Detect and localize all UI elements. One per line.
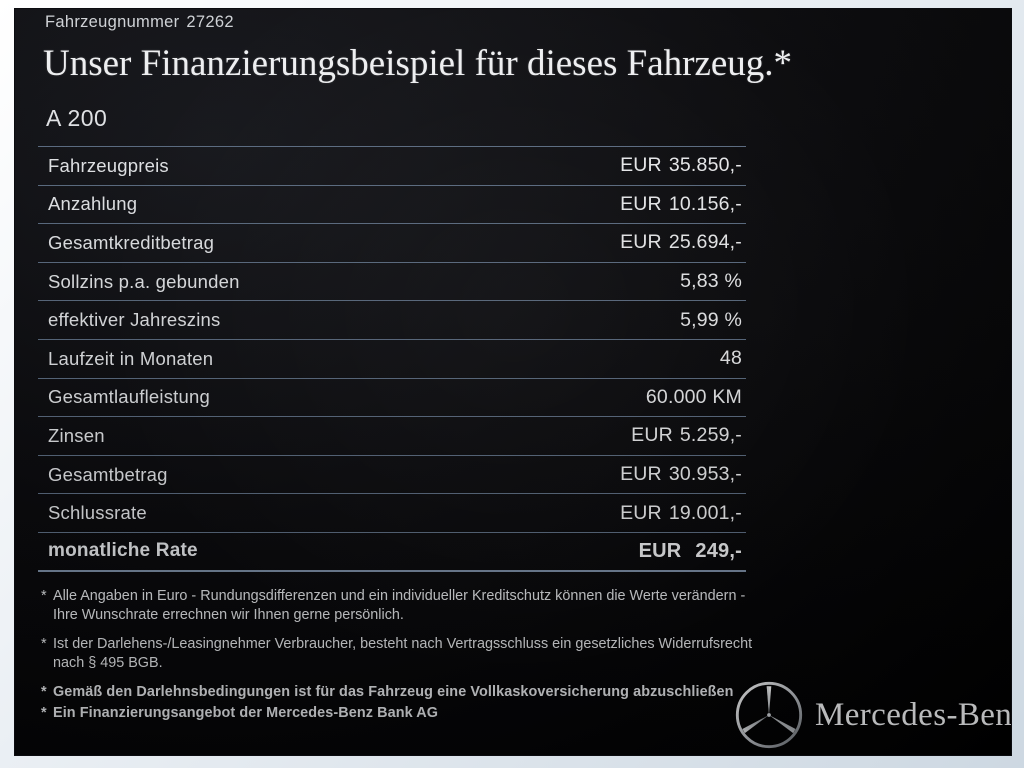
footnote: * Ist der Darlehens-/Leasingnehmer Verbra… [41, 635, 771, 673]
row-label: Zinsen [48, 424, 105, 446]
footnote: * Gemäß den Darlehnsbedingungen ist für d… [41, 683, 771, 702]
mercedes-star-icon [735, 681, 803, 749]
row-value: 60.000 KM [646, 386, 742, 409]
row-amount: 25.694,- [668, 231, 742, 254]
row-amount: 48 [719, 347, 742, 370]
vehicle-number-label: Fahrzeugnummer [45, 13, 180, 31]
footnote-text: Alle Angaben in Euro - Rundungsdifferenz… [53, 588, 746, 624]
row-value: EUR 19.001,- [620, 502, 742, 525]
row-label: Gesamtlaufleistung [48, 386, 210, 408]
row-currency: EUR [620, 231, 662, 254]
row-amount: 249,- [695, 539, 742, 562]
row-label: Anzahlung [48, 193, 138, 215]
finance-offer-slide: Fahrzeugnummer 27262 Unser Finanzierungsb… [14, 8, 1012, 756]
table-row: Gesamtlaufleistung 60.000 KM [38, 377, 746, 417]
row-label: Fahrzeugpreis [48, 154, 169, 176]
footnote-marker: * [41, 705, 47, 722]
financing-table: Fahrzeugpreis EUR 35.850,- Anzahlung EUR 10.1… [38, 146, 746, 572]
row-label: Gesamtbetrag [48, 463, 168, 485]
row-label: Laufzeit in Monaten [48, 347, 214, 369]
table-row: Gesamtbetrag EUR 30.953,- [38, 454, 746, 494]
row-amount: 60.000 KM [645, 385, 742, 408]
vehicle-number: Fahrzeugnummer 27262 [45, 13, 234, 32]
row-currency: EUR [620, 192, 662, 215]
row-value: EUR 25.694,- [620, 231, 742, 254]
footnotes: * Alle Angaben in Euro - Rundungsdifferen… [41, 587, 771, 727]
brand-wordmark: Mercedes-Benz [815, 696, 1012, 733]
row-amount: 10.156,- [668, 192, 742, 215]
row-label: Schlussrate [48, 502, 147, 524]
row-value: EUR 30.953,- [620, 463, 742, 486]
row-currency: EUR [620, 501, 662, 524]
row-value: EUR 35.850,- [620, 154, 742, 177]
row-currency: EUR [620, 463, 662, 486]
row-value: 5,99 % [680, 309, 742, 332]
row-currency: EUR [620, 154, 662, 177]
table-row: Anzahlung EUR 10.156,- [38, 184, 746, 224]
table-row: Sollzins p.a. gebunden 5,83 % [38, 261, 746, 301]
footnote: * Ein Finanzierungsangebot der Mercedes-B… [41, 704, 771, 723]
row-amount: 5.259,- [679, 424, 742, 447]
page-title: Unser Finanzierungsbeispiel für dieses F… [43, 43, 793, 84]
row-label: Gesamtkreditbetrag [48, 231, 215, 253]
row-value: 48 [720, 347, 742, 370]
footnote-text: Ein Finanzierungsangebot der Mercedes-Be… [53, 705, 439, 722]
row-label: monatliche Rate [48, 540, 198, 562]
vehicle-number-value: 27262 [186, 13, 234, 31]
footnote-marker: * [41, 636, 47, 653]
row-currency: EUR [631, 424, 673, 447]
row-amount: 5,83 % [680, 270, 742, 293]
vehicle-model: A 200 [46, 105, 108, 131]
table-row: Schlussrate EUR 19.001,- [38, 493, 746, 532]
table-row: Fahrzeugpreis EUR 35.850,- [38, 146, 746, 185]
table-row: Gesamtkreditbetrag EUR 25.694,- [38, 223, 746, 262]
footnote-marker: * [41, 588, 47, 604]
row-value: EUR 249,- [639, 540, 742, 563]
row-currency: EUR [638, 539, 682, 562]
table-row: Zinsen EUR 5.259,- [38, 416, 746, 455]
row-label: effektiver Jahreszins [48, 309, 221, 331]
row-amount: 5,99 % [680, 308, 742, 331]
row-amount: 35.850,- [668, 154, 742, 177]
row-value: EUR 10.156,- [620, 193, 742, 216]
row-amount: 30.953,- [668, 463, 742, 486]
table-row: effektiver Jahreszins 5,99 % [38, 300, 746, 339]
row-label: Sollzins p.a. gebunden [48, 270, 240, 292]
row-amount: 19.001,- [668, 501, 742, 524]
brand-logo: Mercedes-Benz [733, 679, 1012, 751]
footnote-text: Ist der Darlehens-/Leasingnehmer Verbrau… [53, 636, 753, 672]
row-value: 5,83 % [680, 270, 742, 293]
table-row: Laufzeit in Monaten 48 [38, 338, 746, 378]
row-value: EUR 5.259,- [631, 424, 742, 447]
footnote-marker: * [41, 684, 47, 701]
table-row: monatliche Rate EUR 249,- [38, 531, 746, 572]
footnote-text: Gemäß den Darlehnsbedingungen ist für da… [53, 684, 734, 701]
footnote: * Alle Angaben in Euro - Rundungsdifferen… [41, 587, 771, 625]
